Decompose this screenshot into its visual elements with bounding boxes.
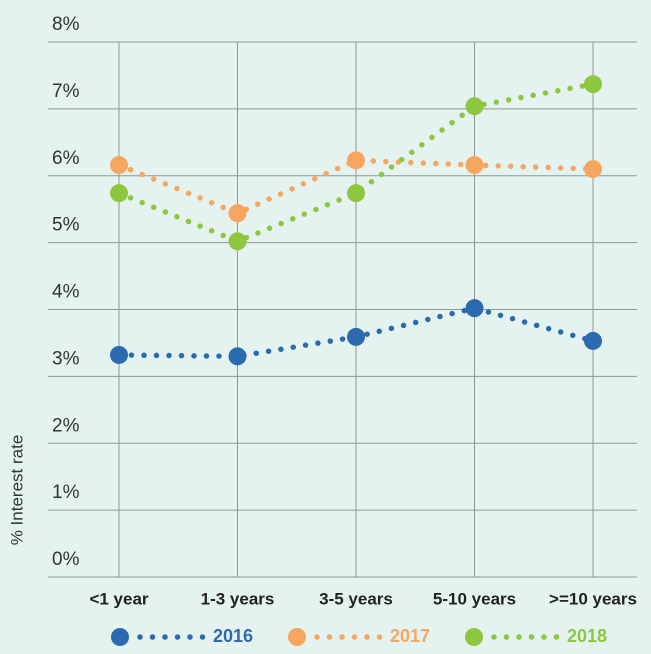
- point: [228, 232, 247, 251]
- x-tick-label: 5-10 years: [433, 589, 516, 608]
- legend-marker: [465, 628, 483, 646]
- y-tick-label: 6%: [52, 148, 80, 169]
- y-tick-label: 3%: [52, 348, 80, 369]
- point: [347, 184, 365, 203]
- x-tick-label: >=10 years: [549, 589, 637, 608]
- point: [465, 299, 484, 318]
- point: [584, 331, 602, 350]
- point: [584, 160, 602, 179]
- y-tick-label: 7%: [52, 81, 80, 102]
- legend-marker: [111, 628, 129, 646]
- y-tick-label: 5%: [52, 215, 80, 236]
- legend-label: 2018: [567, 626, 607, 646]
- point: [347, 327, 365, 346]
- series-line: [116, 81, 596, 245]
- legend-label: 2016: [213, 626, 253, 646]
- y-tick-label: 0%: [52, 549, 80, 570]
- point: [110, 156, 128, 175]
- legend-marker: [288, 628, 306, 646]
- point: [465, 97, 484, 116]
- point: [347, 151, 365, 170]
- y-tick-label: 2%: [52, 415, 80, 436]
- point: [465, 156, 484, 175]
- point: [228, 347, 247, 366]
- y-axis-label: % Interest rate: [7, 435, 26, 546]
- point: [584, 75, 602, 94]
- legend-label: 2017: [390, 626, 430, 646]
- point: [228, 204, 247, 223]
- y-tick-label: 1%: [52, 482, 80, 503]
- point: [110, 345, 128, 364]
- point: [110, 184, 128, 203]
- x-tick-label: <1 year: [89, 589, 148, 608]
- series-line: [116, 157, 596, 217]
- x-tick-label: 1-3 years: [201, 589, 275, 608]
- x-tick-label: 3-5 years: [319, 589, 393, 608]
- y-tick-label: 8%: [52, 14, 80, 35]
- y-tick-label: 4%: [52, 282, 80, 303]
